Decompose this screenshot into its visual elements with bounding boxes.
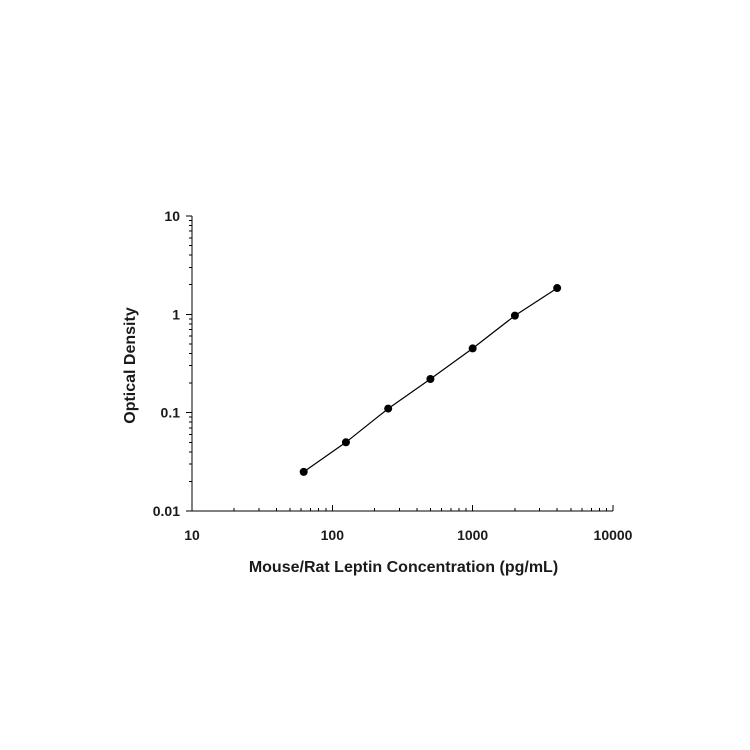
y-axis-title: Optical Density bbox=[122, 307, 139, 424]
data-point bbox=[468, 344, 477, 353]
data-point bbox=[341, 438, 350, 447]
y-tick-label: 0.01 bbox=[153, 503, 180, 519]
data-point bbox=[553, 284, 562, 293]
axis-ticks bbox=[186, 215, 614, 512]
x-tick-label: 100 bbox=[321, 527, 345, 543]
data-point bbox=[384, 404, 393, 413]
axis-tick-labels: 0.01 0.1 1 10 10 100 1000 10000 bbox=[153, 208, 633, 543]
y-tick-label: 0.1 bbox=[161, 405, 181, 421]
x-tick-label: 1000 bbox=[457, 527, 488, 543]
x-tick-label: 10 bbox=[184, 527, 200, 543]
x-axis-title: Mouse/Rat Leptin Concentration (pg/mL) bbox=[249, 559, 558, 576]
data-point bbox=[510, 311, 519, 320]
axes bbox=[191, 216, 613, 512]
y-tick-label: 10 bbox=[164, 208, 180, 224]
data-series bbox=[299, 284, 562, 476]
data-point bbox=[426, 374, 435, 383]
y-tick-label: 1 bbox=[172, 306, 180, 322]
x-tick-label: 10000 bbox=[594, 527, 633, 543]
data-point bbox=[299, 467, 308, 476]
